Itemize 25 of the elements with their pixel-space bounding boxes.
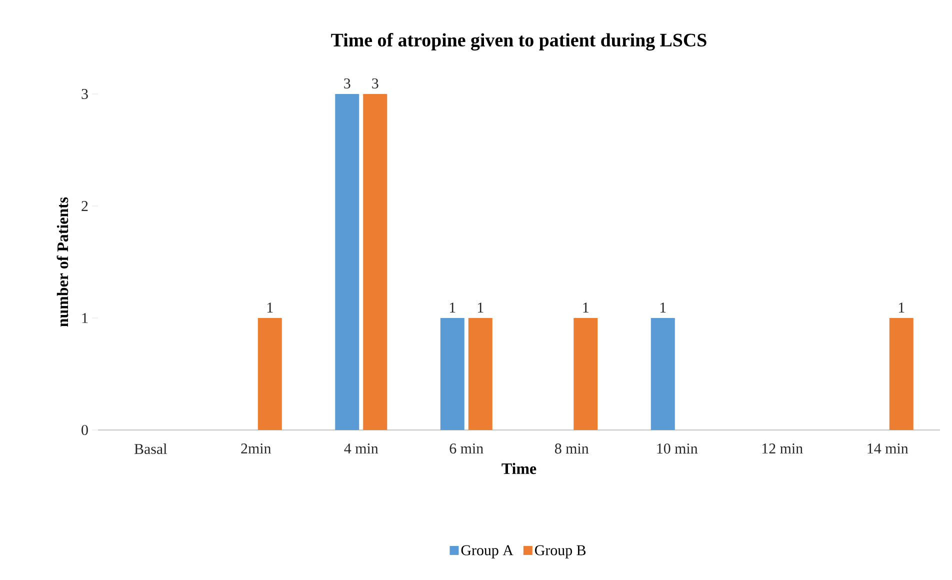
x-tick-label: 6 min — [450, 444, 484, 454]
y-axis-title: number of Patients — [56, 197, 68, 327]
data-label: 3 — [344, 78, 350, 88]
data-label: 1 — [450, 302, 456, 312]
legend-label: Group A — [461, 545, 514, 558]
data-label: 1 — [583, 302, 588, 312]
x-tick-label: 8 min — [554, 444, 589, 454]
x-axis-title: Time — [502, 462, 536, 474]
y-tick-label: 1 — [82, 313, 88, 323]
x-tick-label: 14 min — [868, 444, 908, 454]
x-tick-label: 2min — [241, 444, 272, 454]
data-label: 1 — [898, 302, 904, 312]
y-tick-label: 0 — [82, 424, 88, 436]
x-tick-label: 12 min — [762, 444, 803, 454]
y-tick-label: 3 — [82, 88, 88, 100]
data-label: 3 — [372, 78, 378, 88]
x-tick-label: Basal — [134, 444, 167, 454]
y-tick-label: 2 — [82, 201, 88, 211]
data-label: 1 — [267, 302, 273, 312]
x-tick-label: 4 min — [344, 444, 378, 454]
data-label: 1 — [478, 302, 484, 312]
chart-title: Time of atropine given to patient during LSCS — [331, 32, 706, 50]
legend-label: Group B — [535, 545, 586, 558]
data-label: 1 — [660, 302, 666, 312]
x-tick-label: 10 min — [657, 444, 698, 454]
